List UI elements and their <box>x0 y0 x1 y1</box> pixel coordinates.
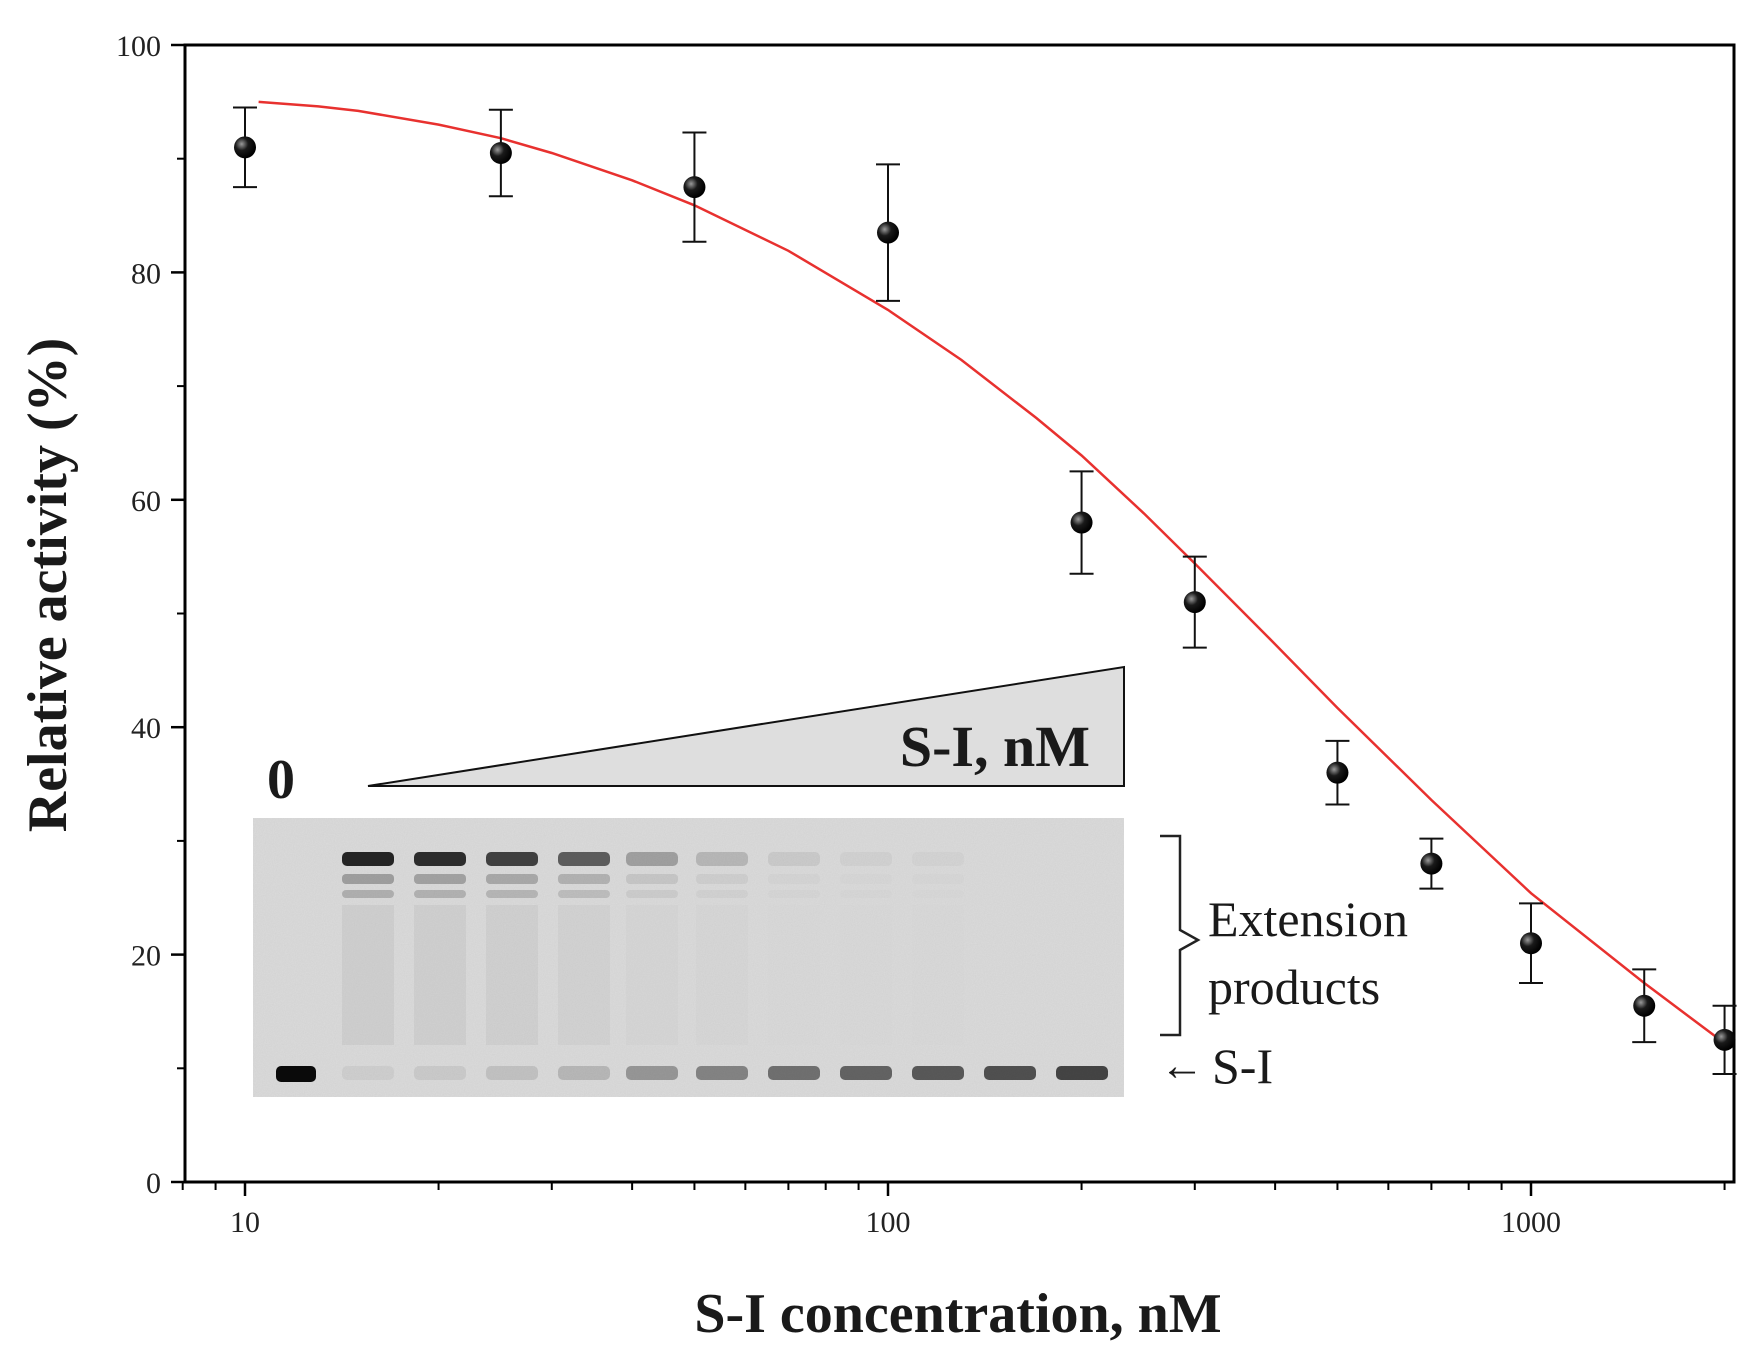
si-band-label: S-I <box>1212 1038 1273 1094</box>
gel-lane-smear <box>558 905 610 1045</box>
data-point <box>683 176 706 199</box>
gel-band-substrate <box>342 1066 394 1080</box>
gel-band-extension <box>696 852 748 866</box>
data-point <box>1420 852 1443 875</box>
gel-band-substrate <box>558 1066 610 1080</box>
gel-band-extension <box>626 874 678 884</box>
gel-band-extension <box>626 890 678 898</box>
x-tick-label: 100 <box>866 1206 911 1239</box>
gel-lane-smear <box>840 905 892 1045</box>
gel-band-extension <box>414 852 466 866</box>
gel-band-extension <box>558 874 610 884</box>
gel-lane-smear <box>696 905 748 1045</box>
gel-noise <box>253 818 1124 1097</box>
gel-band-substrate <box>1056 1066 1108 1080</box>
wedge-label: S-I, nM <box>900 714 1090 779</box>
gel-band-substrate <box>840 1066 892 1080</box>
gel-lanes <box>276 852 1108 1082</box>
x-tick-label: 1000 <box>1501 1206 1561 1239</box>
gel-band-extension <box>342 890 394 898</box>
gel-band-extension <box>696 890 748 898</box>
gel-band-extension <box>558 852 610 866</box>
extension-label-line1: Extension <box>1208 891 1408 947</box>
gel-band-substrate <box>768 1066 820 1080</box>
gel-lane-smear <box>626 905 678 1045</box>
gel-band-extension <box>840 874 892 884</box>
axis-tick-labels: 10 100 1000 0 20 40 60 80 100 <box>116 30 1561 1239</box>
gel-band-substrate <box>984 1066 1036 1080</box>
y-axis-title: Relative activity (%) <box>17 338 79 832</box>
gel-band-extension <box>414 874 466 884</box>
gel-band-extension <box>912 890 964 898</box>
data-point <box>1713 1028 1736 1051</box>
y-tick-label: 80 <box>131 257 161 290</box>
data-points <box>233 106 1737 1075</box>
fit-curve <box>258 100 1726 1045</box>
data-point <box>1326 761 1349 784</box>
gel-band-substrate <box>276 1066 316 1082</box>
y-tick-label: 40 <box>131 712 161 745</box>
data-point <box>1520 932 1542 955</box>
gel-band-extension <box>342 874 394 884</box>
extension-label-line2: products <box>1208 959 1380 1015</box>
x-axis-title: S-I concentration, nM <box>694 1283 1221 1345</box>
gel-band-substrate <box>486 1066 538 1080</box>
gel-band-extension <box>768 890 820 898</box>
x-tick-label: 10 <box>230 1206 260 1239</box>
data-point <box>1070 511 1093 534</box>
concentration-wedge <box>367 665 1125 787</box>
y-tick-label: 60 <box>131 485 161 518</box>
gel-band-extension <box>696 874 748 884</box>
gel-lane-smear <box>342 905 394 1045</box>
gel-band-extension <box>414 890 466 898</box>
y-tick-label: 0 <box>146 1167 161 1200</box>
gel-band-extension <box>840 852 892 866</box>
gel-band-extension <box>486 852 538 866</box>
gel-band-extension <box>486 874 538 884</box>
gel-band-substrate <box>414 1066 466 1080</box>
gel-inset: 0 S-I, nM Extension products ← S-I <box>253 665 1408 1097</box>
data-point <box>1633 994 1656 1017</box>
gel-band-extension <box>626 852 678 866</box>
data-point <box>489 142 512 165</box>
axis-ticks <box>171 43 1726 1196</box>
y-tick-label: 100 <box>116 30 161 63</box>
gel-band-extension <box>342 852 394 866</box>
data-point <box>234 136 256 159</box>
gel-lane-smear <box>486 905 538 1045</box>
gel-band-extension <box>840 890 892 898</box>
gel-band-extension <box>558 890 610 898</box>
gel-lane-smear <box>912 905 964 1045</box>
gel-band-substrate <box>912 1066 964 1080</box>
gel-band-substrate <box>626 1066 678 1080</box>
gel-band-extension <box>912 874 964 884</box>
lane-zero-label: 0 <box>267 749 295 811</box>
gel-band-extension <box>486 890 538 898</box>
gel-band-extension <box>912 852 964 866</box>
y-tick-label: 20 <box>131 940 161 973</box>
gel-band-substrate <box>696 1066 748 1080</box>
gel-lane-smear <box>768 905 820 1045</box>
gel-lane-smear <box>414 905 466 1045</box>
extension-bracket <box>1160 834 1201 1037</box>
data-point <box>877 221 899 244</box>
gel-band-extension <box>768 852 820 866</box>
data-point <box>1183 591 1206 614</box>
arrow-icon: ← <box>1160 1041 1204 1090</box>
gel-band-extension <box>768 874 820 884</box>
